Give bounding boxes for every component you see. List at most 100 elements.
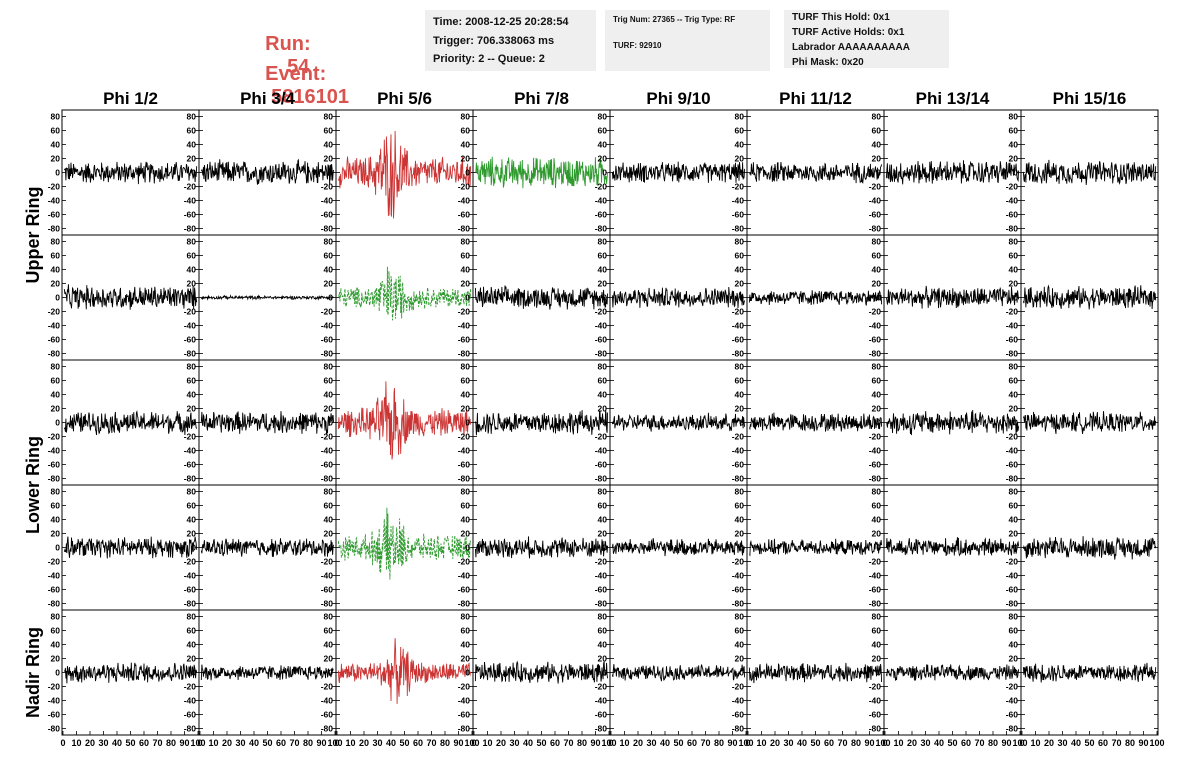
y-tick-label: -20 [869,182,882,192]
y-tick-label: -20 [869,432,882,442]
waveform-4-3 [474,660,609,684]
y-tick-label: 80 [461,362,471,372]
y-tick-label: -20 [732,432,745,442]
y-tick-label: -20 [458,182,471,192]
x-tick-label: 40 [249,738,259,748]
y-tick-label: 80 [461,487,471,497]
trig-num-line: Trig Num: 27365 -- Trig Type: RF [613,15,736,24]
event-line: Event: 5816101 [254,40,349,109]
y-tick-label: 20 [872,654,882,664]
y-tick-label: 80 [735,362,745,372]
waveform-4-5 [748,662,883,684]
y-tick-label: 20 [461,654,471,664]
y-tick-label: -60 [184,210,197,220]
y-tick-label: 80 [324,112,334,122]
y-tick-label: 0 [55,293,60,303]
y-tick-label: 0 [876,668,881,678]
y-tick-label: 40 [461,640,471,650]
y-tick-label: 60 [735,251,745,261]
y-tick-label: -80 [48,474,61,484]
y-tick-label: 40 [872,640,882,650]
y-tick-label: 80 [51,112,61,122]
y-tick-label: 40 [324,390,334,400]
y-tick-label: 40 [735,640,745,650]
y-tick-label: 80 [51,487,61,497]
y-tick-label: -80 [184,349,197,359]
y-tick-label: 80 [187,112,197,122]
y-tick-label: -20 [321,432,334,442]
y-tick-label: -40 [184,571,197,581]
y-tick-label: 0 [739,293,744,303]
y-tick-label: -40 [595,446,608,456]
y-tick-label: -60 [458,460,471,470]
x-tick-label: 70 [426,738,436,748]
y-tick-label: 20 [1009,154,1019,164]
y-tick-label: 80 [324,362,334,372]
x-tick-label: 90 [316,738,326,748]
x-tick-label: 40 [797,738,807,748]
x-tick-label: 0 [60,738,65,748]
y-tick-label: -20 [48,182,61,192]
y-tick-label: 80 [872,612,882,622]
y-tick-label: 0 [1013,293,1018,303]
waveform-2-5 [748,412,883,432]
y-tick-label: 40 [872,265,882,275]
y-tick-label: 40 [187,265,197,275]
phi-mask-line: Phi Mask: 0x20 [792,57,864,68]
y-tick-label: 20 [187,654,197,664]
y-tick-label: 60 [735,376,745,386]
y-tick-label: 20 [872,529,882,539]
waveform-4-7 [1022,662,1157,683]
y-tick-label: 0 [602,418,607,428]
info-box-turf: TURF This Hold: 0x1 TURF Active Holds: 0… [784,10,949,68]
y-tick-label: 40 [187,515,197,525]
y-tick-label: -80 [48,599,61,609]
x-tick-label: 20 [359,738,369,748]
x-tick-label: 50 [536,738,546,748]
y-tick-label: -40 [458,571,471,581]
y-tick-label: -60 [732,710,745,720]
y-tick-label: 20 [872,154,882,164]
y-tick-label: 60 [324,626,334,636]
y-tick-label: -60 [321,335,334,345]
y-tick-label: -40 [321,321,334,331]
x-tick-label: 70 [289,738,299,748]
y-tick-label: -40 [1006,696,1019,706]
y-tick-label: -60 [458,210,471,220]
y-tick-label: 80 [187,487,197,497]
y-tick-label: 60 [872,251,882,261]
y-tick-label: -80 [595,599,608,609]
y-tick-label: -60 [595,585,608,595]
y-tick-label: 20 [324,279,334,289]
y-tick-label: -60 [48,460,61,470]
y-tick-label: 80 [461,612,471,622]
y-tick-label: -40 [732,571,745,581]
y-tick-label: -60 [732,460,745,470]
waveform-4-2 [337,638,472,704]
x-tick-label: 10 [345,738,355,748]
x-tick-label: 40 [1071,738,1081,748]
y-tick-label: 60 [598,126,608,136]
x-tick-label: 100 [738,738,753,748]
y-tick-label: -60 [184,710,197,720]
y-tick-label: -20 [458,682,471,692]
column-title: Phi 15/16 [1053,89,1127,108]
y-tick-label: 60 [598,251,608,261]
y-tick-label: 80 [872,112,882,122]
y-tick-label: 60 [872,501,882,511]
column-title: Phi 11/12 [779,89,852,108]
x-tick-label: 40 [386,738,396,748]
time-line: Time: 2008-12-25 20:28:54 [433,16,569,28]
x-tick-label: 10 [893,738,903,748]
x-tick-label: 70 [700,738,710,748]
y-tick-label: 40 [598,515,608,525]
y-tick-label: 60 [872,126,882,136]
y-tick-label: -80 [458,224,471,234]
y-tick-label: -20 [48,682,61,692]
labrador-line: Labrador AAAAAAAAAA [792,42,910,53]
y-tick-label: -60 [595,460,608,470]
x-tick-label: 70 [1111,738,1121,748]
y-tick-label: 80 [872,237,882,247]
y-tick-label: -80 [732,599,745,609]
y-tick-label: -60 [595,710,608,720]
